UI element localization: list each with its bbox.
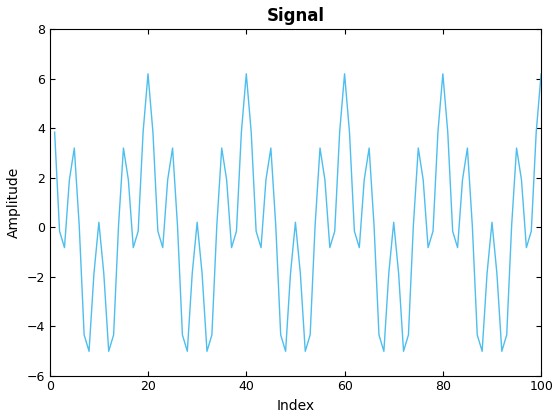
X-axis label: Index: Index	[277, 399, 315, 413]
Y-axis label: Amplitude: Amplitude	[7, 167, 21, 238]
Title: Signal: Signal	[267, 7, 324, 25]
